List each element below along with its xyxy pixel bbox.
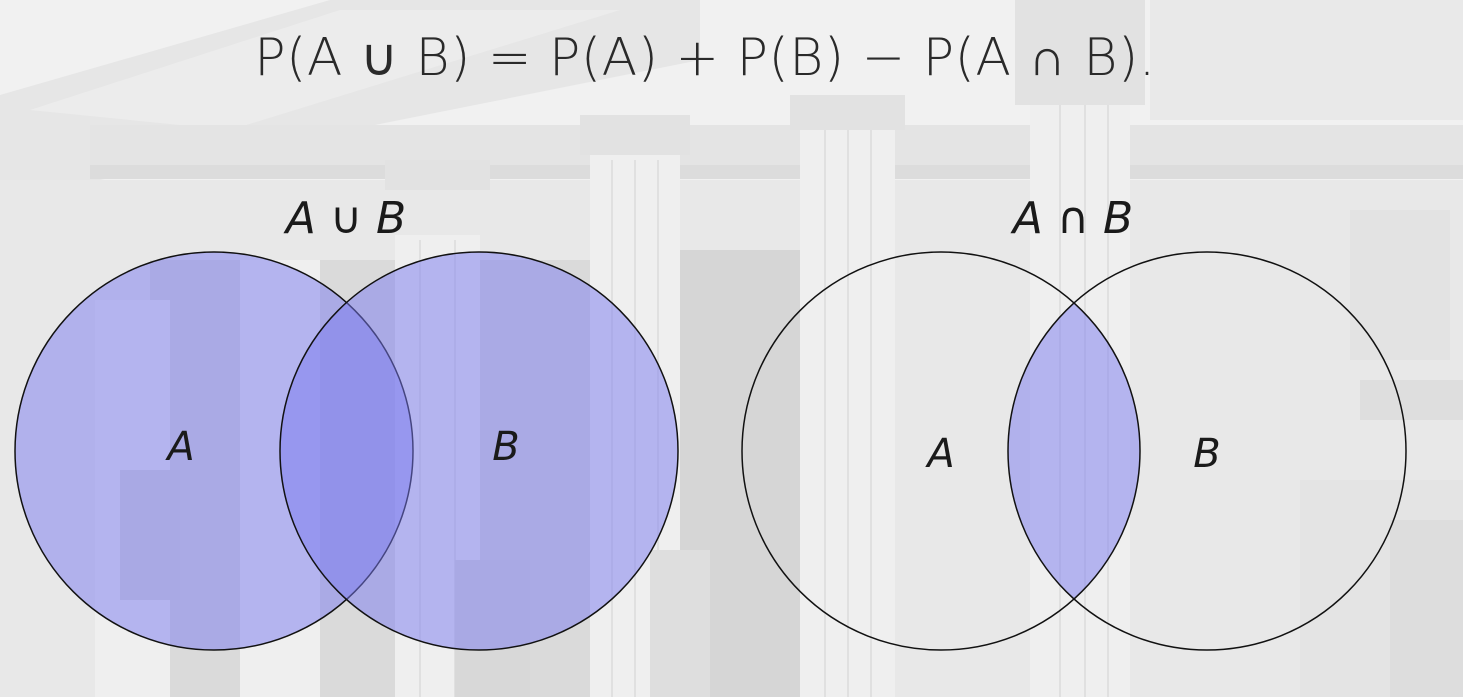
intersection-set-b-label: B [1193, 431, 1220, 477]
union-venn-diagram: A ∪ B A B [14, 193, 679, 651]
intersection-venn-diagram: A ∩ B A B [741, 193, 1407, 651]
union-set-a-label: A [164, 424, 194, 470]
intersection-region [1008, 252, 1140, 650]
union-set-b-circle [279, 251, 679, 651]
union-title: A ∪ B [283, 193, 406, 244]
intersection-title: A ∩ B [1010, 193, 1133, 244]
intersection-set-b-circle [1007, 251, 1407, 651]
inclusion-exclusion-formula: P(A ∪ B) = P(A) + P(B) − P(A ∩ B). [254, 28, 1156, 88]
union-set-b-label: B [492, 424, 519, 470]
intersection-set-a-circle [741, 251, 1141, 651]
intersection-set-a-label: A [924, 431, 954, 477]
